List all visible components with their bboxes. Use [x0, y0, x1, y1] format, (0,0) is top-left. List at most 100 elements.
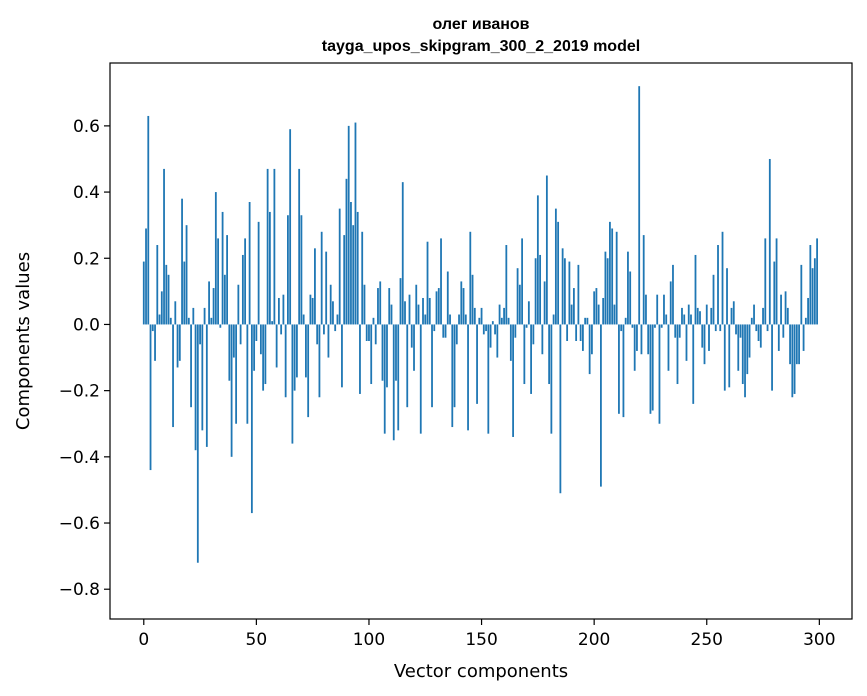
bar-8	[160, 291, 163, 325]
bar-278	[768, 158, 771, 325]
bar-142	[462, 288, 465, 325]
bar-250	[705, 304, 708, 325]
bar-106	[381, 324, 384, 381]
bar-161	[505, 245, 508, 325]
bar-29	[208, 281, 210, 325]
bar-230	[660, 324, 663, 328]
bar-135	[446, 271, 449, 325]
bar-108	[386, 324, 388, 388]
bar-290	[795, 324, 798, 365]
bar-129	[433, 324, 436, 332]
bar-14	[174, 301, 177, 325]
bar-100	[368, 324, 370, 341]
bar-118	[408, 294, 411, 325]
bar-156	[494, 324, 496, 335]
bar-73	[307, 324, 310, 418]
bar-274	[759, 324, 762, 348]
bar-247	[699, 311, 701, 325]
bar-53	[262, 324, 265, 391]
bar-212	[620, 324, 623, 332]
bar-85	[334, 324, 337, 332]
bar-260	[728, 324, 731, 388]
bar-96	[359, 324, 361, 394]
bar-205	[604, 251, 607, 325]
bar-280	[773, 261, 776, 325]
bar-240	[683, 314, 686, 325]
bar-186	[561, 248, 564, 325]
bar-176	[539, 254, 542, 325]
bar-289	[793, 324, 796, 394]
bar-257	[721, 231, 724, 325]
bar-193	[577, 264, 580, 325]
bar-157	[496, 324, 499, 358]
bar-221	[640, 324, 643, 355]
bar-50	[255, 324, 258, 341]
bar-111	[392, 324, 395, 441]
bar-112	[395, 324, 397, 381]
bar-37	[226, 235, 228, 325]
bar-0	[142, 261, 145, 325]
bar-65	[289, 129, 292, 325]
bar-95	[356, 211, 359, 325]
bar-281	[775, 238, 778, 325]
y-tick-label: −0.2	[59, 382, 100, 402]
bar-47	[248, 202, 251, 325]
bar-84	[332, 301, 334, 325]
bar-139	[455, 324, 458, 345]
bar-218	[633, 324, 636, 371]
bar-158	[498, 304, 501, 325]
bar-7	[158, 314, 161, 325]
bar-91	[347, 125, 350, 325]
bar-187	[563, 258, 566, 325]
bar-196	[584, 317, 587, 325]
bar-288	[791, 324, 794, 398]
bar-21	[190, 324, 192, 408]
bar-236	[674, 324, 677, 338]
bar-169	[523, 324, 526, 385]
bar-131	[437, 288, 440, 325]
bar-179	[545, 175, 548, 325]
bar-69	[298, 168, 301, 325]
bar-191	[572, 288, 575, 325]
bar-226	[651, 324, 654, 411]
bar-223	[645, 294, 647, 325]
bar-41	[235, 324, 238, 424]
bar-71	[302, 314, 305, 325]
bar-190	[570, 304, 573, 325]
bar-59	[275, 324, 278, 368]
bar-292	[800, 264, 803, 325]
bar-285	[784, 291, 787, 325]
bar-57	[271, 321, 274, 325]
bar-255	[717, 245, 719, 325]
bar-159	[500, 317, 503, 325]
bar-270	[750, 317, 753, 325]
bar-121	[415, 284, 418, 325]
bar-214	[624, 317, 627, 325]
bar-31	[212, 288, 215, 325]
bar-147	[473, 307, 476, 325]
bar-36	[223, 274, 226, 325]
bar-264	[737, 324, 740, 371]
bar-295	[807, 297, 809, 325]
bar-248	[701, 324, 704, 348]
bar-208	[611, 228, 614, 325]
bar-251	[708, 324, 710, 351]
y-tick-label: 0.4	[73, 183, 100, 203]
bar-23	[194, 324, 197, 451]
bar-109	[388, 288, 391, 325]
bar-79	[320, 231, 323, 325]
bar-60	[277, 297, 280, 325]
bar-206	[606, 258, 609, 325]
bar-42	[237, 284, 240, 325]
bar-283	[780, 294, 782, 325]
bar-16	[178, 324, 181, 361]
bar-243	[690, 314, 692, 325]
bar-133	[442, 324, 445, 338]
bar-30	[210, 317, 213, 325]
bar-244	[692, 324, 695, 404]
bar-17	[181, 198, 183, 325]
bar-165	[514, 324, 517, 338]
chart-title-line2: tayga_upos_skipgram_300_2_2019 model	[322, 38, 640, 55]
bar-34	[219, 324, 222, 328]
